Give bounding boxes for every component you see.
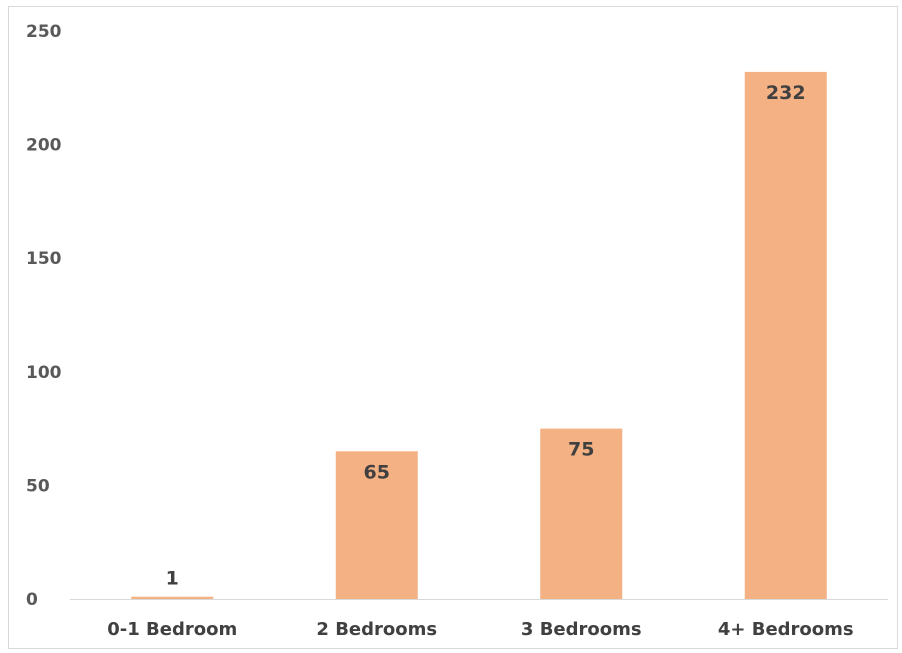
x-tick-label: 0-1 Bedroom — [107, 619, 237, 640]
data-label: 232 — [766, 82, 806, 104]
y-tick-label: 200 — [26, 136, 62, 156]
y-tick-label: 250 — [26, 22, 62, 42]
y-tick-label: 150 — [26, 249, 62, 269]
bar-2 — [335, 451, 418, 599]
bar-1 — [131, 596, 214, 599]
y-axis: 0 50 100 150 200 250 — [26, 22, 62, 610]
data-label: 1 — [166, 568, 179, 590]
y-tick-label: 100 — [26, 363, 62, 383]
x-tick-label: 3 Bedrooms — [521, 619, 642, 640]
data-label: 65 — [364, 461, 390, 483]
x-axis: 0-1 Bedroom 2 Bedrooms 3 Bedrooms 4+ Bedroo… — [70, 599, 888, 640]
x-tick-label: 2 Bedrooms — [316, 619, 437, 640]
y-tick-label: 0 — [26, 590, 38, 610]
x-tick-label: 4+ Bedrooms — [718, 619, 854, 640]
bar-3 — [540, 428, 623, 599]
bar-4 — [744, 71, 827, 599]
data-label: 75 — [568, 439, 594, 461]
y-tick-label: 50 — [26, 476, 50, 496]
bars: 1 65 75 232 — [131, 71, 827, 599]
